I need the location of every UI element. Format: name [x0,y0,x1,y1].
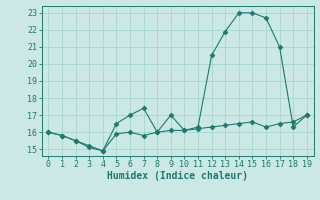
X-axis label: Humidex (Indice chaleur): Humidex (Indice chaleur) [107,171,248,181]
